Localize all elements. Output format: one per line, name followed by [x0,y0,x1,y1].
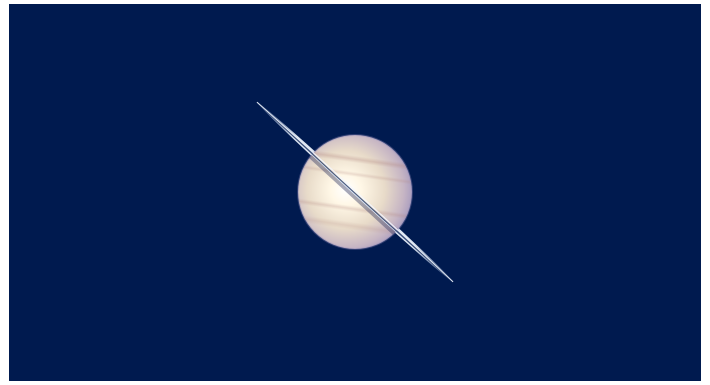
ring-shadow [274,111,436,273]
saturn-scene [256,101,454,283]
planet-body [290,134,420,250]
space-viewport [9,4,701,381]
ring-front [256,101,454,283]
